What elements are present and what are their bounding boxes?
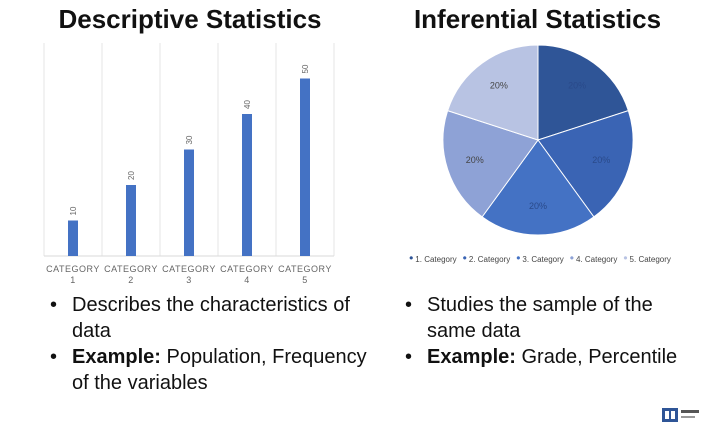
legend-label: 3. Category bbox=[522, 255, 564, 264]
x-tick-label: CATEGORY 4 bbox=[220, 264, 274, 285]
left-bullets: Describes the characteristics of data Ex… bbox=[50, 292, 372, 396]
data-label: 40 bbox=[243, 100, 252, 109]
bullet-label: Example: bbox=[72, 346, 161, 368]
bullet: Example: Grade, Percentile bbox=[405, 344, 687, 370]
pie-slice bbox=[537, 110, 634, 218]
data-label: 10 bbox=[69, 206, 78, 215]
legend-label: 2. Category bbox=[468, 255, 511, 264]
data-label: 20% bbox=[592, 155, 610, 165]
bar bbox=[68, 220, 78, 256]
legend-item: • 1. Category bbox=[409, 251, 457, 265]
right-heading: Inferential Statistics bbox=[413, 4, 662, 34]
legend-item: • 5. Category bbox=[623, 251, 671, 265]
legend-item: • 3. Category bbox=[516, 251, 564, 265]
bullet: Describes the characteristics of data bbox=[50, 292, 372, 344]
data-label: 20% bbox=[568, 81, 586, 91]
right-bullets: Studies the sample of the same data Exam… bbox=[405, 292, 687, 370]
legend-swatch: • bbox=[623, 251, 628, 265]
data-label: 20% bbox=[490, 81, 508, 91]
bar bbox=[184, 149, 194, 256]
x-tick-label: CATEGORY 2 bbox=[104, 264, 158, 285]
data-label: 20% bbox=[466, 155, 484, 165]
bullet-text: Describes the characteristics of data bbox=[72, 294, 350, 342]
legend-swatch: • bbox=[409, 251, 414, 265]
bullet-text: Population, Frequency of the variables bbox=[72, 346, 367, 394]
left-heading: Descriptive Statistics bbox=[58, 4, 322, 34]
legend-item: • 2. Category bbox=[463, 251, 511, 265]
legend-item: • 4. Category bbox=[570, 251, 618, 265]
x-tick-label: CATEGORY 5 bbox=[278, 264, 332, 285]
bullet-text: Grade, Percentile bbox=[521, 346, 678, 368]
bar bbox=[242, 114, 252, 256]
legend-label: 4. Category bbox=[575, 255, 618, 264]
legend-label: 5. Category bbox=[629, 255, 671, 264]
x-tick-label: CATEGORY 3 bbox=[162, 264, 216, 285]
pie-slice bbox=[447, 44, 539, 141]
bullet-label: Example: bbox=[427, 346, 516, 368]
legend-swatch: • bbox=[462, 251, 467, 265]
pie-slice bbox=[537, 44, 629, 141]
pie-slice bbox=[481, 139, 595, 236]
legend-label: 1. Category bbox=[415, 255, 457, 264]
data-label: 50 bbox=[301, 64, 310, 73]
bullet: Studies the sample of the same data bbox=[405, 292, 687, 344]
data-label: 20 bbox=[127, 171, 136, 180]
x-tick-label: CATEGORY 1 bbox=[46, 264, 100, 285]
legend-swatch: • bbox=[569, 251, 574, 265]
legend-swatch: • bbox=[516, 251, 521, 265]
bar bbox=[126, 185, 136, 256]
logo bbox=[662, 408, 699, 422]
bullet-text: Studies the sample of the same data bbox=[427, 294, 653, 342]
bullet: Example: Population, Frequency of the va… bbox=[50, 344, 372, 396]
data-label: 20% bbox=[529, 201, 547, 211]
bar bbox=[300, 78, 310, 256]
pie-slice bbox=[442, 110, 539, 218]
legend: • 1. Category • 2. Category • 3. Category • 4. … bbox=[360, 251, 720, 265]
data-label: 30 bbox=[185, 135, 194, 144]
